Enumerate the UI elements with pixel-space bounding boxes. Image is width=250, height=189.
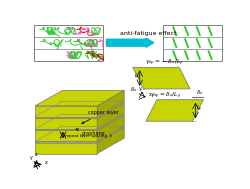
Text: graphene: graphene (76, 129, 105, 136)
Polygon shape (35, 127, 124, 143)
Polygon shape (97, 91, 124, 117)
Polygon shape (35, 91, 124, 106)
FancyArrow shape (106, 38, 154, 47)
Text: $\delta_x$: $\delta_x$ (196, 88, 204, 97)
Polygon shape (133, 67, 190, 89)
Text: z: z (35, 152, 38, 157)
Text: copper layer: copper layer (82, 110, 119, 123)
Polygon shape (35, 130, 97, 141)
Polygon shape (97, 115, 124, 141)
Text: $\gamma_{xy}=-\delta_x/L_y$: $\gamma_{xy}=-\delta_x/L_y$ (145, 58, 184, 68)
Polygon shape (35, 103, 124, 118)
Polygon shape (146, 100, 203, 121)
Text: y: y (139, 86, 142, 91)
Text: $L_y$: $L_y$ (134, 72, 141, 82)
Text: y: y (30, 155, 32, 160)
Polygon shape (35, 115, 124, 130)
Text: x: x (44, 160, 47, 165)
Text: x: x (149, 92, 152, 97)
Polygon shape (35, 118, 97, 129)
Polygon shape (35, 106, 97, 117)
Text: $\delta_x$: $\delta_x$ (130, 85, 137, 94)
Polygon shape (97, 127, 124, 154)
Polygon shape (97, 103, 124, 129)
Text: repeat layer spacing  λ: repeat layer spacing λ (65, 134, 112, 138)
Text: $\gamma_{xy}=\delta_x/L_y$: $\gamma_{xy}=\delta_x/L_y$ (150, 90, 182, 101)
Polygon shape (35, 143, 97, 154)
Text: anti-fatigue effect: anti-fatigue effect (120, 31, 176, 36)
Bar (163, 25, 222, 61)
Bar (34, 25, 103, 61)
Text: $L_y$: $L_y$ (196, 104, 203, 114)
